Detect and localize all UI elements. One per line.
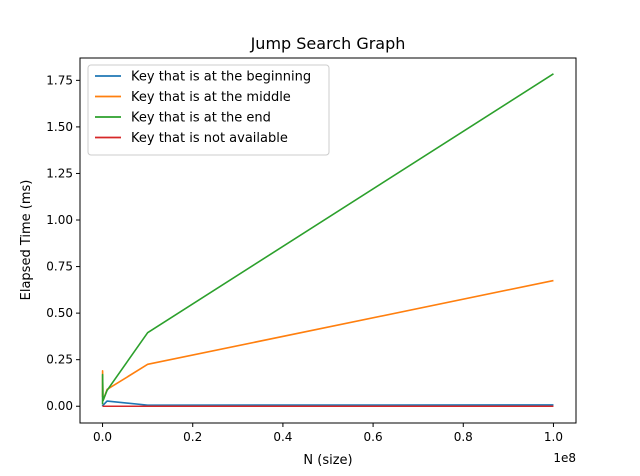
- x-tick-label: 1.0: [544, 430, 563, 444]
- axes-frame: [79, 57, 577, 424]
- y-tick-label: 0.00: [46, 399, 73, 413]
- y-tick-label: 1.25: [46, 166, 73, 180]
- chart-title: Jump Search Graph: [250, 34, 406, 53]
- y-tick-label: 1.75: [46, 73, 73, 87]
- legend-entry-label: Key that is at the middle: [131, 90, 291, 105]
- x-axis-label: N (size): [303, 453, 352, 468]
- x-axis-ticks: 0.0 0.2 0.4 0.6 0.8 1.0: [93, 423, 563, 444]
- legend-entry-label: Key that is at the end: [131, 111, 271, 126]
- legend-box: [87, 64, 330, 156]
- x-tick-label: 0.0: [93, 430, 112, 444]
- legend: Key that is at the beginning Key that is …: [87, 64, 330, 156]
- series-line-3: [101, 73, 554, 405]
- x-tick-label: 0.6: [364, 430, 383, 444]
- y-tick-label: 0.75: [46, 260, 73, 274]
- y-tick-label: 0.50: [46, 306, 73, 320]
- x-axis-offset-label: 1e8: [553, 451, 576, 465]
- y-tick-label: 0.25: [46, 353, 73, 367]
- y-axis-label: Elapsed Time (ms): [19, 180, 34, 301]
- y-axis-ticks: 0.00 0.25 0.50 0.75 1.00 1.25 1.50 1.75: [46, 73, 80, 413]
- x-tick-label: 0.2: [183, 430, 202, 444]
- legend-entry-label: Key that is not available: [131, 131, 288, 146]
- x-tick-label: 0.8: [454, 430, 473, 444]
- legend-entry-label: Key that is at the beginning: [131, 70, 311, 85]
- series-layer: [101, 73, 554, 408]
- y-tick-label: 1.00: [46, 213, 73, 227]
- x-tick-label: 0.4: [273, 430, 292, 444]
- y-tick-label: 1.50: [46, 120, 73, 134]
